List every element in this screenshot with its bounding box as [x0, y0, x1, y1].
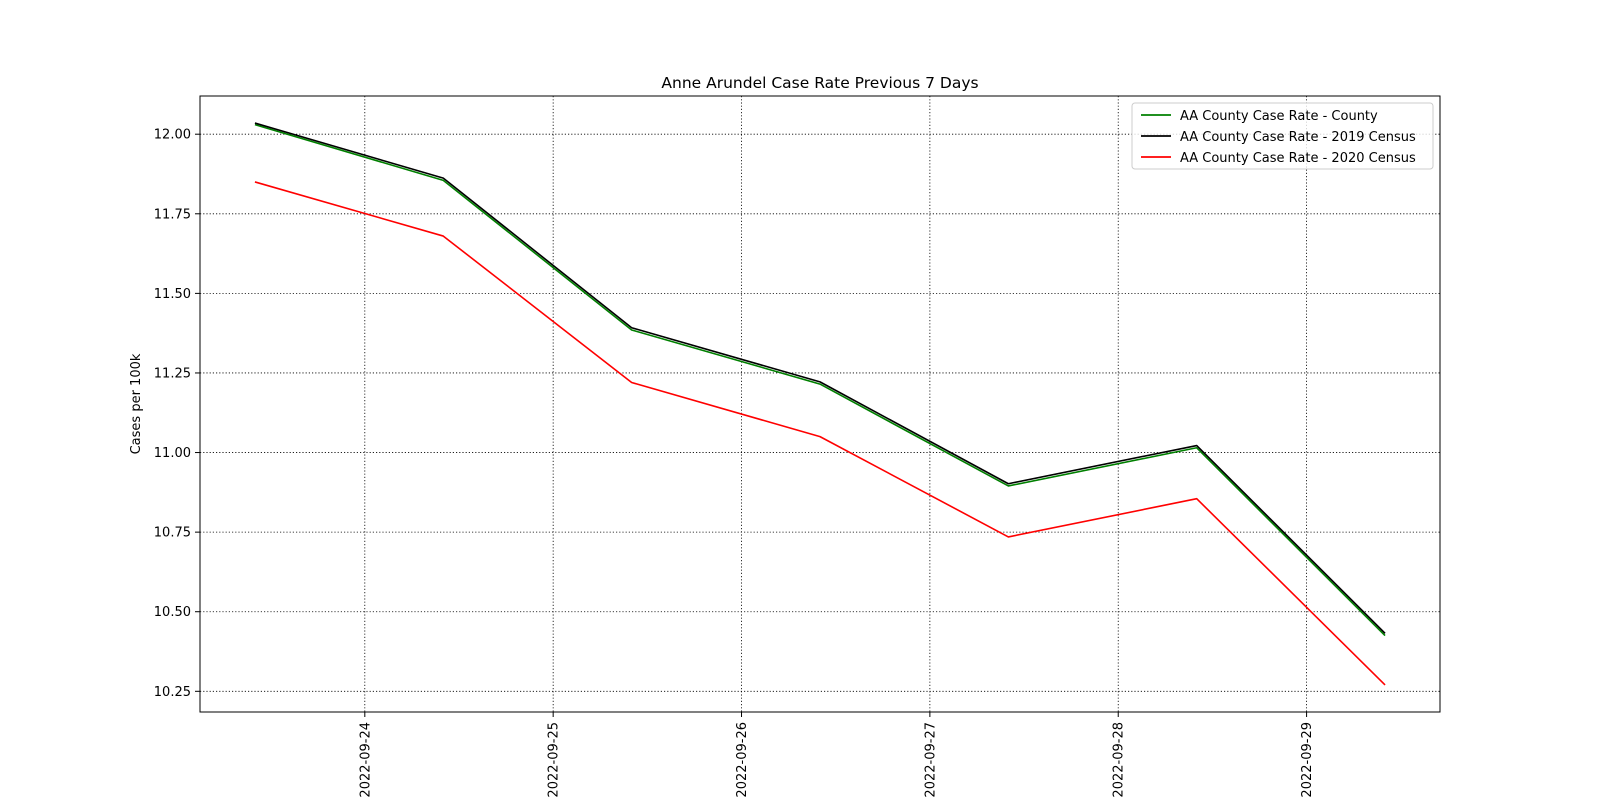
y-tick-label: 11.00	[154, 446, 191, 461]
y-tick-label: 10.25	[154, 685, 191, 700]
plot-frame	[199, 95, 1441, 713]
y-tick-label: 11.50	[154, 287, 191, 302]
series-line-aa-county-case-rate-2019-census	[254, 122, 1386, 634]
grid	[200, 96, 1440, 712]
y-axis-label: Cases per 100k	[129, 353, 144, 454]
x-tick-label: 2022-09-26	[735, 722, 750, 798]
y-axis: 10.25 10.50 10.75 11.00 11.25 11.50 11.75 12.00	[154, 128, 200, 700]
series-line-aa-county-case-rate-county	[254, 123, 1386, 637]
legend-box	[1131, 102, 1434, 170]
legend-label: AA County Case Rate - 2020 Census	[1180, 151, 1416, 166]
x-tick-label: 2022-09-25	[547, 722, 562, 798]
x-tick-label: 2022-09-24	[358, 722, 373, 798]
y-tick-label: 12.00	[154, 128, 191, 143]
y-tick-label: 11.25	[154, 366, 191, 381]
series-line-aa-county-case-rate-2020-census	[254, 181, 1386, 686]
series-group	[254, 122, 1386, 686]
chart-title: Anne Arundel Case Rate Previous 7 Days	[661, 74, 978, 92]
x-axis: 2022-09-24 2022-09-25 2022-09-26 2022-09-27…	[358, 712, 1315, 798]
x-tick-label: 2022-09-28	[1112, 722, 1127, 798]
legend-label: AA County Case Rate - County	[1180, 109, 1378, 124]
y-tick-label: 10.50	[154, 605, 191, 620]
y-tick-label: 10.75	[154, 526, 191, 541]
legend: AA County Case Rate - County AA County Ca…	[1131, 102, 1434, 170]
y-tick-label: 11.75	[154, 207, 191, 222]
legend-label: AA County Case Rate - 2019 Census	[1180, 130, 1416, 145]
x-tick-label: 2022-09-27	[923, 722, 938, 798]
x-tick-label: 2022-09-29	[1300, 722, 1315, 798]
